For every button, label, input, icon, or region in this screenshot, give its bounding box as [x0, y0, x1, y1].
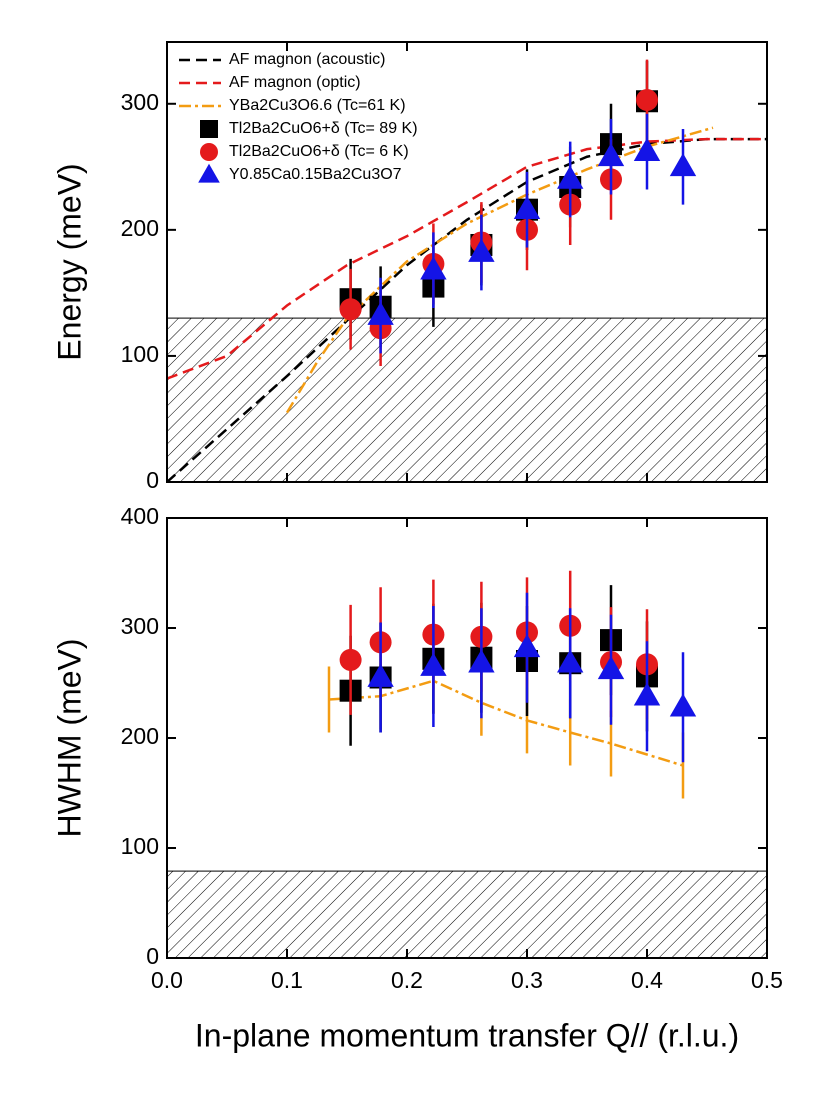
y-tick-label: 300: [121, 89, 159, 115]
y-tick-label: 400: [121, 503, 159, 529]
series-line: [167, 137, 767, 380]
x-tick-label: 0.2: [391, 967, 423, 993]
y-tick-label: 300: [121, 613, 159, 639]
marker-triangle: [669, 693, 697, 717]
marker-triangle: [468, 649, 495, 673]
marker-square: [200, 120, 218, 138]
y-tick-label: 100: [121, 341, 159, 367]
marker-triangle: [198, 163, 220, 183]
x-tick-label: 0.3: [511, 967, 543, 993]
plot-area: [167, 59, 767, 482]
marker-triangle: [420, 652, 447, 676]
legend-label: Tl2Ba2CuO6+δ (Tc= 89 K): [229, 120, 418, 137]
x-axis-title: In-plane momentum transfer Q// (r.l.u.): [195, 1017, 739, 1053]
series-line: [167, 137, 767, 482]
legend-label: Y0.85Ca0.15Ba2Cu3O7: [229, 166, 402, 183]
y-tick-label: 0: [146, 467, 159, 493]
x-tick-label: 0.5: [751, 967, 783, 993]
marker-triangle: [557, 165, 584, 189]
legend-label: AF magnon (optic): [229, 74, 361, 91]
x-tick-label: 0.4: [631, 967, 663, 993]
y-tick-label: 100: [121, 833, 159, 859]
axes-frame: [166, 41, 768, 483]
marker-triangle: [557, 649, 584, 673]
marker-triangle: [513, 634, 541, 658]
marker-triangle: [669, 153, 697, 177]
plot-area: [167, 570, 767, 958]
y-tick-label: 200: [121, 723, 159, 749]
marker-triangle: [513, 195, 541, 220]
legend-label: Tl2Ba2CuO6+δ (Tc= 6 K): [229, 143, 409, 160]
y-tick-label: 200: [121, 215, 159, 241]
marker-triangle: [468, 238, 495, 262]
hatched-band: [167, 870, 767, 958]
legend-label: YBa2Cu3O6.6 (Tc=61 K): [229, 97, 406, 114]
marker-triangle: [633, 137, 661, 162]
marker-circle: [636, 88, 658, 111]
marker-circle: [339, 648, 362, 671]
y-axis-title: HWHM (meV): [51, 638, 87, 837]
series-line: [328, 679, 684, 767]
marker-triangle: [420, 256, 447, 280]
legend-label: AF magnon (acoustic): [229, 51, 386, 68]
legend: AF magnon (acoustic) AF magnon (optic) YBa…: [179, 51, 418, 183]
y-tick-label: 0: [146, 943, 159, 969]
y-axis-title: Energy (meV): [51, 163, 87, 360]
marker-triangle: [597, 142, 625, 167]
marker-circle: [339, 298, 362, 321]
marker-triangle: [597, 656, 625, 680]
x-tick-label: 0.1: [271, 967, 303, 993]
x-tick-label: 0.0: [151, 967, 183, 993]
marker-triangle: [367, 663, 394, 687]
marker-circle: [200, 143, 218, 161]
marker-triangle: [367, 301, 394, 325]
series-line: [285, 126, 714, 414]
hatched-band: [167, 317, 767, 482]
marker-triangle: [633, 682, 661, 706]
